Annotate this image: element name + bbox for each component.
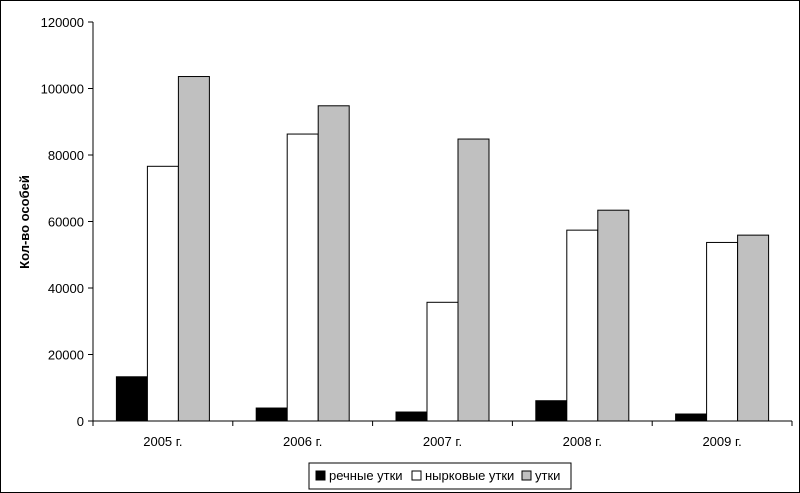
legend-label: нырковые утки: [425, 468, 514, 483]
bar-2: [286, 133, 319, 422]
plot-area: 0 20000 40000 60000 80000 100000 120000 2005 г…: [41, 15, 793, 449]
y-tick-label: 100000: [41, 82, 84, 97]
y-tick-label: 60000: [48, 215, 84, 230]
bar-2: [426, 301, 459, 422]
legend-swatch: [521, 470, 532, 481]
bar-1: [395, 411, 428, 422]
legend: речные утки нырковые утки утки: [308, 462, 572, 490]
legend-label: утки: [535, 468, 560, 483]
bar-3: [317, 105, 350, 422]
bar-3: [457, 138, 490, 422]
bars-group: [115, 76, 770, 422]
bar-3: [737, 234, 770, 422]
bar-2: [706, 241, 739, 422]
x-axis-ticks: 2005 г. 2006 г. 2007 г. 2008 г. 2009 г.: [92, 421, 793, 449]
bar-1: [535, 400, 568, 422]
y-tick-label: 20000: [48, 348, 84, 363]
x-tick-label: 2006 г.: [283, 434, 322, 449]
x-tick-label: 2008 г.: [563, 434, 602, 449]
bar-1: [255, 407, 288, 422]
y-tick-label: 120000: [41, 15, 84, 30]
x-tick-label: 2007 г.: [423, 434, 462, 449]
bar-2: [566, 229, 599, 422]
y-tick-label: 0: [77, 414, 84, 429]
legend-swatch: [411, 470, 422, 481]
legend-items: речные утки нырковые утки утки: [315, 468, 560, 483]
legend-label: речные утки: [329, 468, 403, 483]
bar-1: [675, 413, 708, 422]
y-axis-ticks: 0 20000 40000 60000 80000 100000 120000: [41, 15, 93, 429]
bar-3: [597, 209, 630, 422]
y-tick-label: 40000: [48, 281, 84, 296]
y-tick-label: 80000: [48, 148, 84, 163]
y-axis-title: Кол-во особей: [17, 175, 32, 269]
x-tick-label: 2005 г.: [143, 434, 182, 449]
legend-swatch: [315, 470, 326, 481]
bar-3: [177, 76, 210, 422]
x-tick-label: 2009 г.: [702, 434, 741, 449]
bar-1: [115, 376, 148, 422]
bar-2: [146, 165, 179, 422]
